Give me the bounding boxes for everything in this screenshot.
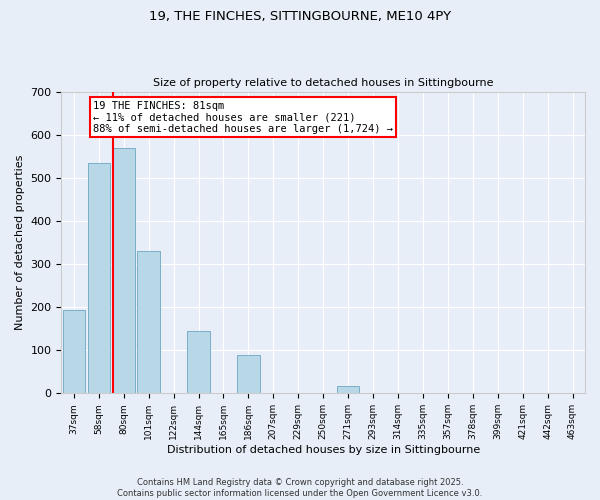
Bar [137,251,160,394]
Title: Size of property relative to detached houses in Sittingbourne: Size of property relative to detached ho… [153,78,493,88]
Bar [337,386,359,394]
Text: 19, THE FINCHES, SITTINGBOURNE, ME10 4PY: 19, THE FINCHES, SITTINGBOURNE, ME10 4PY [149,10,451,23]
Bar [62,310,85,394]
Text: 19 THE FINCHES: 81sqm
← 11% of detached houses are smaller (221)
88% of semi-det: 19 THE FINCHES: 81sqm ← 11% of detached … [93,100,393,134]
Text: Contains HM Land Registry data © Crown copyright and database right 2025.
Contai: Contains HM Land Registry data © Crown c… [118,478,482,498]
Bar [113,148,135,394]
X-axis label: Distribution of detached houses by size in Sittingbourne: Distribution of detached houses by size … [167,445,480,455]
Bar [88,162,110,394]
Y-axis label: Number of detached properties: Number of detached properties [15,155,25,330]
Bar [237,356,260,394]
Bar [187,331,210,394]
